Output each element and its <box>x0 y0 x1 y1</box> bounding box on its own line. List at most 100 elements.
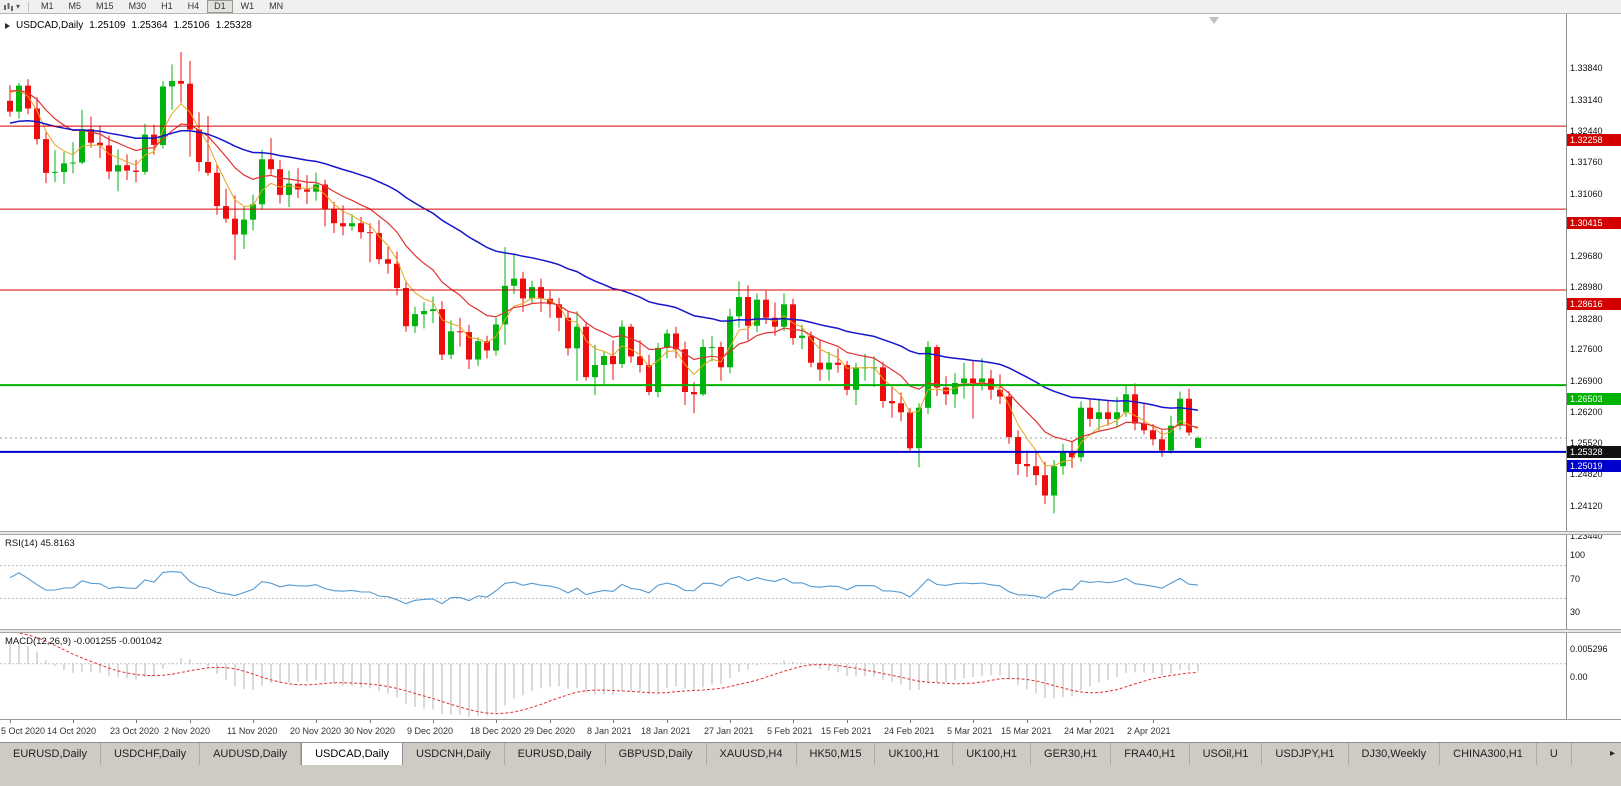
time-axis-label: 2 Apr 2021 <box>1127 726 1171 736</box>
time-axis-tick <box>136 720 137 723</box>
time-axis-tick <box>73 720 74 723</box>
timeframe-w1[interactable]: W1 <box>240 1 255 11</box>
panel-divider-macd[interactable] <box>0 629 1621 633</box>
price-axis-label: 1.29680 <box>1570 250 1603 261</box>
price-axis-label: 1.28980 <box>1570 282 1603 293</box>
chart-tab-uk100-h1[interactable]: UK100,H1 <box>875 743 954 765</box>
scale-border <box>1566 14 1567 742</box>
chart-tab-usdchf-daily[interactable]: USDCHF,Daily <box>101 743 201 765</box>
chart-tab-uk100-h1[interactable]: UK100,H1 <box>953 743 1032 765</box>
price-chart-panel[interactable] <box>0 14 1566 531</box>
chart-tab-dj30-weekly[interactable]: DJ30,Weekly <box>1349 743 1441 765</box>
high-value: 1.25364 <box>131 20 168 31</box>
time-axis-label: 14 Oct 2020 <box>47 726 97 736</box>
time-axis[interactable]: 5 Oct 2020 14 Oct 2020 23 Oct 2020 2 Nov 20… <box>0 719 1621 742</box>
chart-tab-china300-h1[interactable]: CHINA300,H1 <box>1440 743 1537 765</box>
low-value: 1.25106 <box>173 20 210 31</box>
timeframe-m1[interactable]: M1 <box>41 1 54 11</box>
time-axis-label: 8 Jan 2021 <box>587 726 632 736</box>
price-line-tag: 1.30415 <box>1567 217 1621 230</box>
chart-tab-usdcad-daily[interactable]: USDCAD,Daily <box>301 743 404 765</box>
time-axis-tick <box>847 720 848 723</box>
chart-tab-audusd-daily[interactable]: AUDUSD,Daily <box>200 743 302 765</box>
time-axis-label: 5 Mar 2021 <box>947 726 993 736</box>
time-axis-tick <box>10 720 11 723</box>
chart-tab-ger30-h1[interactable]: GER30,H1 <box>1031 743 1112 765</box>
price-axis-label: 1.31060 <box>1570 188 1603 199</box>
time-axis-label: 29 Dec 2020 <box>524 726 576 736</box>
timeframe-m30[interactable]: M30 <box>128 1 147 11</box>
panel-divider-rsi[interactable] <box>0 531 1621 535</box>
time-axis-tick <box>370 720 371 723</box>
price-line-tag: 1.26503 <box>1567 393 1621 406</box>
timeframe-h1[interactable]: H1 <box>161 1 173 11</box>
ohlc-info-line: USDCAD,Daily 1.25109 1.25364 1.25106 1.2… <box>5 20 252 31</box>
time-axis-tick <box>253 720 254 723</box>
price-scale[interactable]: 1.338401.331401.324401.317601.310601.303… <box>1567 14 1621 742</box>
time-axis-label: 2 Nov 2020 <box>164 726 211 736</box>
time-axis-tick <box>730 720 731 723</box>
timeframe-h4[interactable]: H4 <box>187 1 200 11</box>
price-line-tag: 1.28616 <box>1567 298 1621 310</box>
time-axis-tick <box>550 720 551 723</box>
rsi-axis-label: 30 <box>1570 606 1581 617</box>
time-axis-label: 15 Feb 2021 <box>821 726 872 736</box>
timeframe-mn[interactable]: MN <box>269 1 284 11</box>
price-axis-label: 1.25520 <box>1570 437 1603 448</box>
chart-tab-hk50-m15[interactable]: HK50,M15 <box>797 743 876 765</box>
price-axis-label: 1.32440 <box>1570 126 1603 137</box>
chart-type-icon[interactable] <box>3 2 14 12</box>
macd-label: MACD(12,26,9) -0.001255 -0.001042 <box>5 636 162 647</box>
time-axis-label: 27 Jan 2021 <box>704 726 754 736</box>
one-click-trading-icon[interactable] <box>5 22 10 29</box>
dropdown-caret-icon[interactable]: ▾ <box>16 1 21 11</box>
price-axis-label: 1.31760 <box>1570 157 1603 167</box>
macd-axis-label: 0.005296 <box>1570 643 1608 654</box>
close-value: 1.25328 <box>215 20 252 31</box>
time-axis-tick <box>1153 720 1154 723</box>
chart-tab-gbpusd-daily[interactable]: GBPUSD,Daily <box>606 743 707 765</box>
macd-axis-label: 0.00 <box>1570 672 1588 683</box>
chart-tab-usdjpy-h1[interactable]: USDJPY,H1 <box>1262 743 1349 765</box>
chart-tab-u[interactable]: U <box>1537 743 1572 765</box>
chart-tab-xauusd-h4[interactable]: XAUUSD,H4 <box>707 743 797 765</box>
time-axis-label: 9 Dec 2020 <box>407 726 454 736</box>
time-axis-tick <box>1090 720 1091 723</box>
tab-scroll-right-icon[interactable]: ▸ <box>1609 748 1615 759</box>
rsi-axis-label: 100 <box>1570 549 1586 560</box>
rsi-panel[interactable] <box>0 535 1566 629</box>
time-axis-tick <box>1027 720 1028 723</box>
price-axis-label: 1.24820 <box>1570 469 1603 480</box>
time-axis-tick <box>433 720 434 723</box>
time-axis-label: 15 Mar 2021 <box>1001 726 1052 736</box>
time-axis-tick <box>496 720 497 723</box>
price-axis-label: 1.33840 <box>1570 63 1603 74</box>
chart-tab-eurusd-daily[interactable]: EURUSD,Daily <box>505 743 606 765</box>
time-axis-tick <box>973 720 974 723</box>
time-axis-label: 18 Dec 2020 <box>470 726 522 736</box>
chart-tab-eurusd-daily[interactable]: EURUSD,Daily <box>0 743 101 765</box>
time-axis-label: 20 Nov 2020 <box>290 726 342 736</box>
price-axis-label: 1.23440 <box>1570 531 1603 542</box>
time-axis-label: 11 Nov 2020 <box>227 726 278 736</box>
chart-tab-usoil-h1[interactable]: USOil,H1 <box>1190 743 1263 765</box>
price-axis-label: 1.26200 <box>1570 407 1603 418</box>
chart-tab-usdcnh-daily[interactable]: USDCNH,Daily <box>403 743 505 765</box>
rsi-axis-label: 70 <box>1570 574 1581 585</box>
rsi-label: RSI(14) 45.8163 <box>5 538 75 549</box>
time-axis-tick <box>190 720 191 723</box>
time-axis-tick <box>316 720 317 723</box>
timeframe-m5[interactable]: M5 <box>68 1 82 11</box>
bottom-bar: EURUSD,Daily USDCHF,Daily AUDUSD,Daily USDC… <box>0 742 1621 786</box>
price-axis-label: 1.33140 <box>1570 95 1603 105</box>
price-axis-label: 1.26900 <box>1570 375 1603 386</box>
toolbar: ▾ M1 M5 M15 M30 H1 H4 D1 W1 MN <box>0 0 1621 14</box>
current-price-tag: 1.25328 <box>1567 446 1621 458</box>
timeframe-group: M1 M5 M15 M30 H1 H4 D1 W1 MN <box>34 0 290 13</box>
chart-tab-fra40-h1[interactable]: FRA40,H1 <box>1111 743 1190 765</box>
timeframe-d1[interactable]: D1 <box>207 0 233 13</box>
macd-panel[interactable] <box>0 631 1566 719</box>
time-axis-label: 24 Mar 2021 <box>1064 726 1115 736</box>
timeframe-m15[interactable]: M15 <box>96 1 114 11</box>
price-axis-label: 1.28280 <box>1570 313 1603 324</box>
